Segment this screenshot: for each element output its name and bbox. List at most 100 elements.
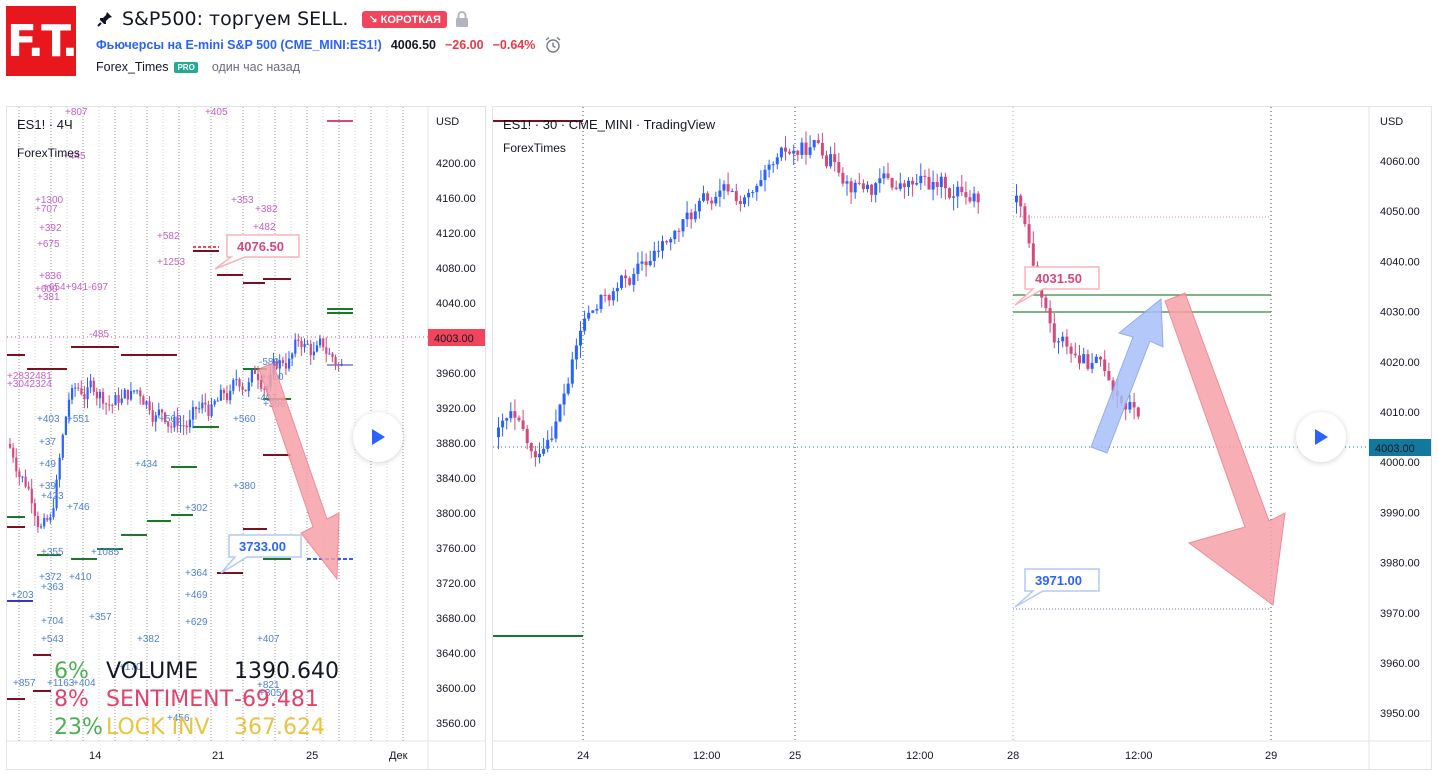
- candle-body: [315, 345, 319, 352]
- candle-body: [685, 212, 689, 220]
- candle-body: [583, 318, 587, 331]
- right-chart-canvas[interactable]: USD 4060.00 4050.00 4040.00 4030.00 4020.00 40…: [493, 107, 1432, 770]
- candle-body: [71, 387, 74, 400]
- callout-down-box: [220, 534, 302, 574]
- pin-icon: [97, 12, 112, 27]
- price-tick: 3560.00: [436, 718, 476, 730]
- candle-body: [677, 230, 681, 232]
- alarm-clock-icon[interactable]: [544, 36, 562, 54]
- candle-body: [952, 196, 956, 198]
- candle-body: [9, 444, 12, 448]
- lock-icon: [455, 11, 468, 27]
- candle-body: [114, 394, 117, 406]
- candle-body: [1086, 354, 1090, 369]
- candle-body: [117, 394, 120, 403]
- candle-body: [294, 339, 297, 354]
- left-play-button[interactable]: [353, 412, 403, 462]
- price-tick: 3970.00: [1380, 608, 1420, 620]
- candle-body: [562, 393, 566, 405]
- candle-body: [587, 312, 591, 319]
- candle-body: [12, 447, 15, 458]
- candle-body: [792, 150, 796, 154]
- annotation-label-blue: +423: [41, 491, 64, 502]
- candle-body: [275, 361, 278, 369]
- candle-body: [1099, 356, 1102, 360]
- price-tick: 3950.00: [1380, 708, 1420, 720]
- candle-body: [517, 417, 521, 421]
- candle-body: [1111, 380, 1115, 391]
- candle-body: [779, 147, 783, 158]
- candle-body: [894, 187, 898, 189]
- candle-body: [1090, 362, 1094, 369]
- candle-body: [129, 390, 133, 400]
- price-tick: 3960.00: [436, 368, 476, 380]
- author-row: Forex_Times PRO один час назад: [96, 60, 300, 74]
- candle-body: [808, 147, 812, 155]
- candle-body: [1057, 341, 1060, 343]
- candle-body: [195, 407, 198, 410]
- left-chart-title: ES1! · 4Ч: [17, 117, 73, 132]
- candle-body: [661, 241, 664, 251]
- candle-body: [238, 379, 241, 387]
- candle-body: [1073, 353, 1077, 356]
- left-chart-panel[interactable]: USD 4200.00 4160.00 4120.00 4080.00 4040.00 40…: [6, 106, 486, 770]
- candle-body: [898, 183, 902, 189]
- candle-body: [820, 142, 824, 156]
- candle-body: [160, 409, 164, 413]
- candle-body: [681, 219, 685, 232]
- candle-body: [278, 360, 281, 369]
- price-tick: 3880.00: [436, 438, 476, 450]
- annotation-label-pink: +807: [65, 107, 88, 118]
- price-tick: 3840.00: [436, 473, 476, 485]
- candle-body: [775, 157, 779, 165]
- candle-body: [98, 391, 102, 399]
- right-play-button[interactable]: [1296, 412, 1346, 462]
- candle-body: [219, 389, 222, 401]
- price-tick: 3680.00: [436, 613, 476, 625]
- forex-times-logo[interactable]: F.T.: [6, 6, 78, 76]
- callout-up-text: 4031.50: [1035, 271, 1082, 286]
- candle-body: [337, 364, 340, 366]
- candle-body: [331, 353, 334, 358]
- annotation-label-blue: +746: [67, 502, 90, 513]
- candle-body: [64, 416, 67, 435]
- candle-body: [538, 453, 541, 458]
- last-price-text: 4003.00: [1375, 443, 1415, 455]
- annotation-label-pink: +836: [39, 271, 62, 282]
- callout-up-box: [214, 234, 300, 270]
- candle-body: [976, 193, 980, 203]
- annotation-label-blue: +37: [39, 437, 56, 448]
- candle-body: [788, 151, 792, 154]
- idea-title-row: S&P500: торгуем SELL. ↘ КОРОТКАЯ: [96, 8, 469, 30]
- price-tick: 4040.00: [436, 298, 476, 310]
- candle-body: [956, 186, 960, 197]
- candle-body: [620, 275, 623, 289]
- left-chart-canvas[interactable]: USD 4200.00 4160.00 4120.00 4080.00 4040.00 40…: [7, 107, 486, 770]
- annotation-label-blue: +170: [119, 662, 142, 673]
- annotation-label-pink: +353: [231, 195, 254, 206]
- right-chart-panel[interactable]: USD 4060.00 4050.00 4040.00 4030.00 4020.00 40…: [492, 106, 1432, 770]
- price-tick: 4120.00: [436, 228, 476, 240]
- candle-body: [67, 399, 71, 417]
- candle-body: [182, 425, 185, 427]
- candle-body: [148, 401, 151, 411]
- candle-body: [1078, 355, 1081, 364]
- candle-body: [210, 404, 213, 417]
- candle-body: [833, 154, 837, 163]
- author-name[interactable]: Forex_Times: [96, 60, 169, 74]
- candle-body: [340, 364, 343, 366]
- price-tick: 4160.00: [436, 193, 476, 205]
- candle-body: [800, 142, 804, 155]
- candle-body: [902, 183, 906, 188]
- price-tick: 4020.00: [1380, 357, 1420, 369]
- candle-body: [102, 391, 105, 404]
- candle-body: [849, 181, 853, 193]
- symbol-link[interactable]: Фьючерсы на E-mini S&P 500 (CME_MINI:ES1…: [96, 38, 382, 52]
- candle-body: [931, 182, 935, 190]
- candle-body: [33, 503, 36, 516]
- candle-body: [829, 154, 833, 167]
- annotation-label-blue: +404: [73, 678, 96, 689]
- candle-body: [95, 391, 98, 399]
- candle-body: [595, 308, 599, 311]
- candle-body: [207, 404, 210, 417]
